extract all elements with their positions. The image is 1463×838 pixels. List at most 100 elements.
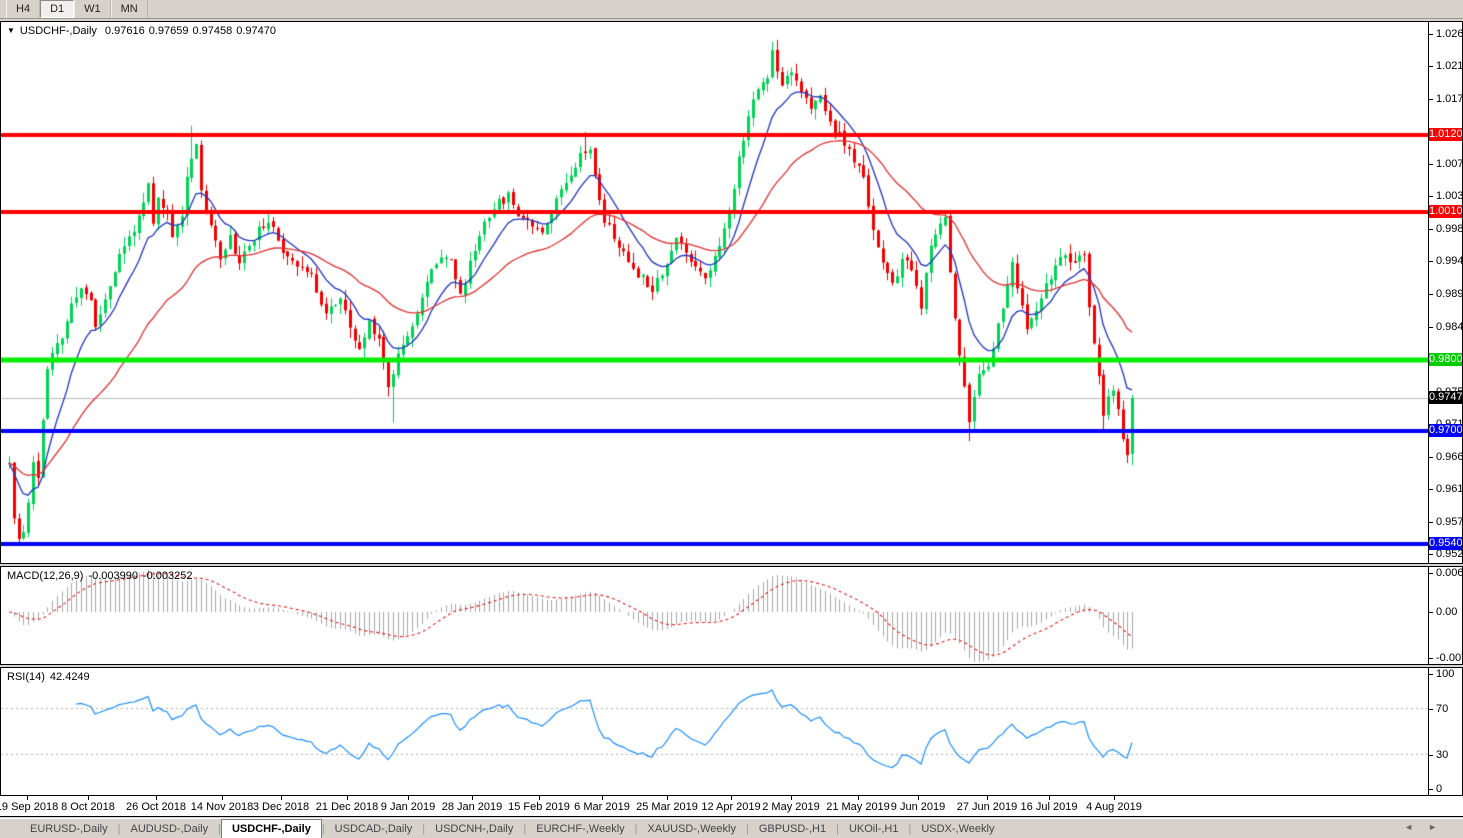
- chart-tab-eurusd[interactable]: EURUSD-,Daily: [30, 822, 108, 835]
- axis-tick-label: 0.99870: [1436, 223, 1463, 235]
- timeframe-toolbar: H4 D1 W1 MN: [0, 0, 1463, 19]
- date-tick: [731, 796, 732, 800]
- axis-tick: [1429, 522, 1433, 523]
- chart-tabs-bar: EURUSD-,Daily | AUDUSD-,Daily | USDCHF-,Dail…: [0, 818, 1463, 838]
- axis-tick: [1429, 674, 1433, 675]
- tab-separator: |: [908, 822, 912, 835]
- rsi-value: 42.4249: [49, 671, 90, 683]
- chart-title: ▼ USDCHF-,Daily 0.97616 0.97659 0.97458 0.974…: [7, 25, 280, 37]
- timeframe-button-mn[interactable]: MN: [110, 0, 148, 18]
- chart-tab-usdx[interactable]: USDX-,Weekly: [921, 822, 995, 835]
- macd-name: MACD(12,26,9): [7, 570, 84, 582]
- date-label: 25 Mar 2019: [636, 801, 698, 813]
- axis-tick-label: 100: [1436, 668, 1455, 680]
- chart-tab-audusd[interactable]: AUDUSD-,Daily: [130, 822, 209, 835]
- date-tick: [222, 796, 223, 800]
- chart-tab-xauusd[interactable]: XAUUSD-,Weekly: [647, 822, 736, 835]
- date-label: 16 Jul 2019: [1020, 801, 1078, 813]
- macd-indicator-canvas[interactable]: [1, 567, 1428, 664]
- rsi-panel: RSI(14) 42.4249 100 70 30 0: [0, 667, 1463, 796]
- date-label: 12 Apr 2019: [701, 801, 761, 813]
- axis-tick-label: 0.98950: [1436, 288, 1463, 300]
- price-marker: 1.00106: [1429, 205, 1463, 218]
- date-label: 21 May 2019: [826, 801, 890, 813]
- axis-tick-label: 1.00790: [1436, 158, 1463, 170]
- date-tick: [156, 796, 157, 800]
- date-axis[interactable]: 19 Sep 2018 8 Oct 2018 26 Oct 2018 14 Nov 2…: [0, 796, 1463, 817]
- timeframe-button-w1[interactable]: W1: [74, 0, 111, 18]
- date-tick: [408, 796, 409, 800]
- date-tick: [88, 796, 89, 800]
- chart-tab-usdchf[interactable]: USDCHF-,Daily: [220, 819, 322, 838]
- date-tick: [918, 796, 919, 800]
- axis-tick: [1429, 99, 1433, 100]
- date-label: 8 Oct 2018: [61, 801, 115, 813]
- chart-tab-gbpusd[interactable]: GBPUSD-,H1: [758, 822, 827, 835]
- axis-tick-label: 0: [1436, 783, 1443, 795]
- price-marker: 0.97470: [1429, 391, 1463, 404]
- date-label: 15 Feb 2019: [508, 801, 570, 813]
- price-marker: 0.98004: [1429, 353, 1463, 366]
- date-tick: [667, 796, 668, 800]
- macd-panel: MACD(12,26,9) -0.003990 -0.003252 0.006286…: [0, 566, 1463, 665]
- date-label: 3 Dec 2018: [252, 801, 310, 813]
- tab-separator: |: [634, 822, 638, 835]
- axis-tick: [1429, 573, 1433, 574]
- axis-tick-label: 0.006286: [1436, 567, 1463, 579]
- tab-separator: |: [321, 822, 325, 835]
- date-tick: [472, 796, 473, 800]
- timeframe-button-d1[interactable]: D1: [40, 0, 75, 18]
- macd-value-signal: -0.003252: [142, 570, 193, 582]
- price-chart-canvas[interactable]: [1, 22, 1428, 563]
- ohlc-open: 0.97616: [104, 25, 145, 37]
- price-marker: 1.01205: [1429, 128, 1463, 141]
- axis-tick-label: 1.02630: [1436, 28, 1463, 40]
- date-tick: [539, 796, 540, 800]
- axis-tick: [1429, 196, 1433, 197]
- axis-tick: [1429, 164, 1433, 165]
- axis-tick-label: 0.98480: [1436, 321, 1463, 333]
- axis-tick: [1429, 658, 1433, 659]
- date-label: 4 Aug 2019: [1086, 801, 1142, 813]
- main-chart-panel: ▼ USDCHF-,Daily 0.97616 0.97659 0.97458 0.974…: [0, 21, 1463, 564]
- axis-tick: [1429, 612, 1433, 613]
- tab-separator: |: [218, 822, 221, 835]
- axis-tick: [1429, 789, 1433, 790]
- date-label: 21 Dec 2018: [315, 801, 379, 813]
- chart-tab-eurchf[interactable]: EURCHF-,Weekly: [536, 822, 625, 835]
- axis-tick-label: 70: [1436, 703, 1449, 715]
- chart-dropdown-icon[interactable]: ▼: [7, 26, 15, 35]
- tabs-scroll-right-icon[interactable]: ►: [1428, 822, 1437, 832]
- date-tick: [1114, 796, 1115, 800]
- tabs-scroll-left-icon[interactable]: ◄: [1404, 822, 1413, 832]
- date-tick: [791, 796, 792, 800]
- macd-axis: 0.006286 0.00 -0.00762: [1428, 567, 1462, 664]
- timeframe-button-h4[interactable]: H4: [6, 0, 41, 18]
- chart-tab-usdcad[interactable]: USDCAD-,Daily: [334, 822, 413, 835]
- ohlc-low: 0.97458: [192, 25, 233, 37]
- axis-tick-label: 1.02170: [1436, 60, 1463, 72]
- axis-tick-label: 0.96640: [1436, 451, 1463, 463]
- axis-tick-label: 0.99410: [1436, 255, 1463, 267]
- macd-value-main: -0.003990: [88, 570, 138, 582]
- price-axis[interactable]: 1.02630 1.02170 1.01710 1.00790 1.00330 0.998…: [1428, 22, 1462, 563]
- date-label: 9 Jun 2019: [890, 801, 946, 813]
- axis-tick: [1429, 554, 1433, 555]
- axis-tick-label: 30: [1436, 749, 1449, 761]
- axis-tick-label: 0.00: [1436, 606, 1458, 618]
- tab-separator: |: [836, 822, 839, 835]
- axis-tick-label: 0.96180: [1436, 483, 1463, 495]
- ohlc-close: 0.97470: [236, 25, 276, 37]
- axis-tick: [1429, 261, 1433, 262]
- rsi-indicator-canvas[interactable]: [1, 668, 1428, 795]
- date-label: 9 Jan 2019: [380, 801, 436, 813]
- date-tick: [1049, 796, 1050, 800]
- date-label: 6 Mar 2019: [574, 801, 630, 813]
- date-tick: [858, 796, 859, 800]
- axis-tick: [1429, 294, 1433, 295]
- chart-tab-usdcnh[interactable]: USDCNH-,Daily: [435, 822, 514, 835]
- date-tick: [281, 796, 282, 800]
- rsi-axis: 100 70 30 0: [1428, 668, 1462, 795]
- axis-tick-label: 1.00330: [1436, 190, 1463, 202]
- chart-tab-ukoil[interactable]: UKOil-,H1: [848, 822, 899, 835]
